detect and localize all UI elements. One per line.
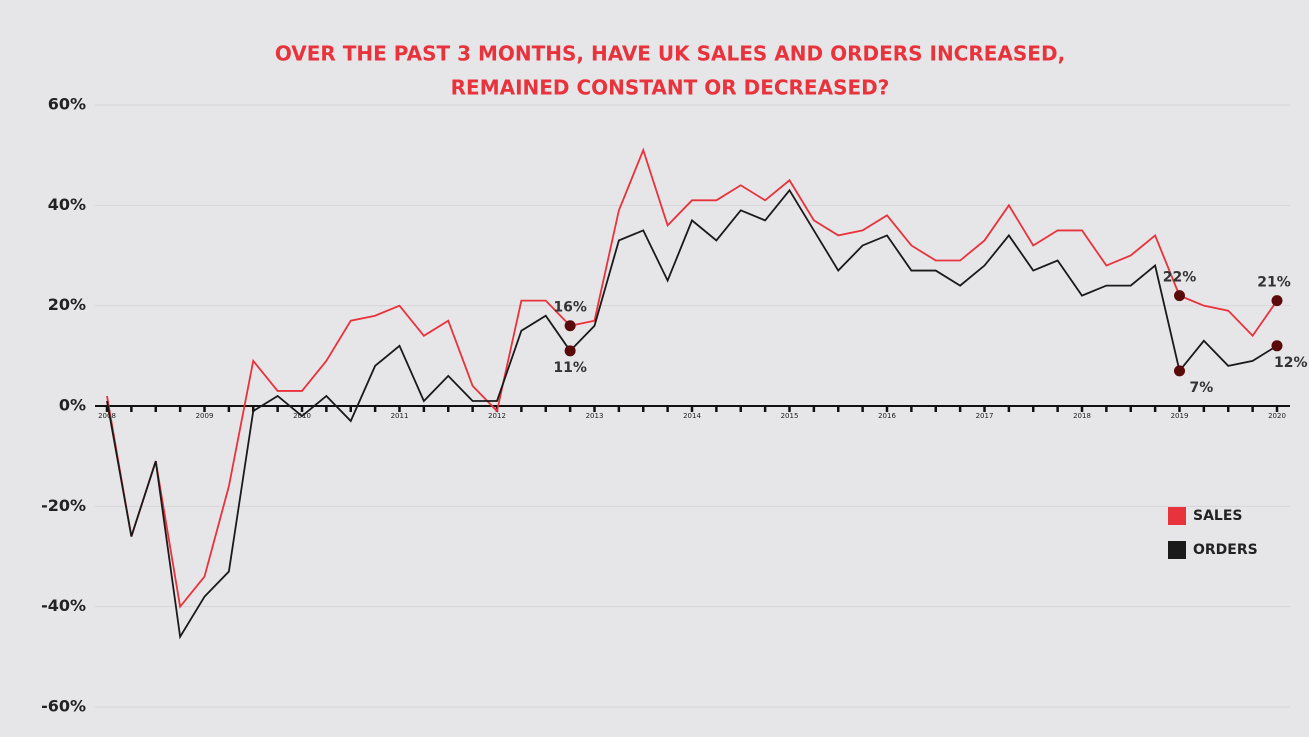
data-label: 16% bbox=[553, 300, 587, 316]
y-tick-label: -20% bbox=[41, 496, 86, 515]
x-tick-label: 2017 bbox=[976, 412, 994, 420]
highlight-dot bbox=[1271, 340, 1283, 352]
y-tick-label: 20% bbox=[48, 295, 86, 314]
highlight-dot bbox=[1174, 290, 1185, 302]
y-tick-label: 40% bbox=[48, 195, 86, 214]
y-tick-label: 0% bbox=[59, 396, 86, 415]
x-tick-label: 2008 bbox=[98, 412, 116, 420]
legend-label: ORDERS bbox=[1193, 542, 1258, 558]
highlight-dot bbox=[1271, 295, 1283, 307]
data-label: 22% bbox=[1163, 270, 1197, 286]
data-label: 11% bbox=[553, 360, 587, 376]
legend-swatch bbox=[1168, 541, 1186, 559]
x-tick-label: 2014 bbox=[683, 412, 701, 420]
highlight-dot bbox=[564, 345, 576, 357]
data-label: 7% bbox=[1190, 380, 1214, 396]
x-tick-label: 2018 bbox=[1073, 412, 1091, 420]
chart-title: OVER THE PAST 3 MONTHS, HAVE UK SALES AN… bbox=[275, 42, 1065, 66]
legend-label: SALES bbox=[1193, 508, 1243, 524]
x-tick-label: 2013 bbox=[586, 412, 604, 420]
legend-swatch bbox=[1168, 507, 1186, 525]
highlight-dot bbox=[564, 320, 576, 332]
data-label: 12% bbox=[1274, 355, 1308, 371]
x-tick-label: 2019 bbox=[1171, 412, 1189, 420]
series-line bbox=[106, 147, 1278, 609]
y-tick-label: -40% bbox=[41, 596, 86, 615]
data-label: 21% bbox=[1257, 275, 1291, 291]
highlight-dot bbox=[1174, 365, 1185, 377]
x-tick-label: 2011 bbox=[391, 412, 409, 420]
series-line bbox=[106, 188, 1278, 640]
x-tick-label: 2009 bbox=[196, 412, 214, 420]
x-tick-label: 2016 bbox=[878, 412, 896, 420]
y-tick-label: 60% bbox=[48, 95, 86, 114]
chart-title: REMAINED CONSTANT OR DECREASED? bbox=[451, 76, 890, 100]
y-tick-label: -60% bbox=[41, 697, 86, 716]
x-tick-label: 2020 bbox=[1268, 412, 1286, 420]
x-tick-label: 2015 bbox=[781, 412, 799, 420]
x-tick-label: 2012 bbox=[488, 412, 506, 420]
